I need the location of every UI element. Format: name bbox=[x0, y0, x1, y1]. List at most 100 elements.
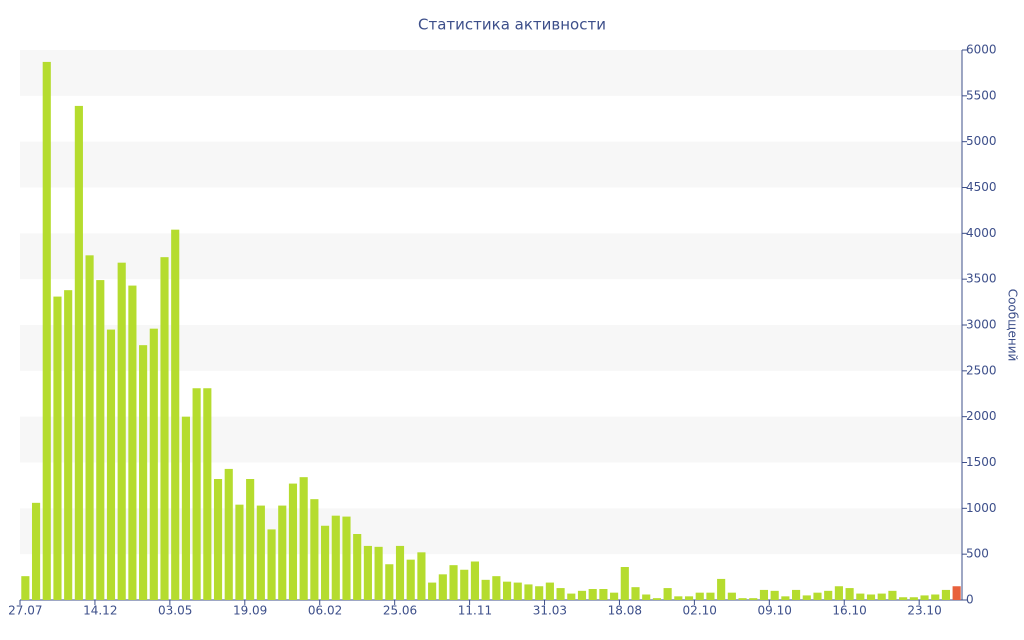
bar bbox=[278, 505, 287, 600]
bar bbox=[652, 598, 661, 600]
bar bbox=[759, 589, 769, 600]
bar bbox=[824, 590, 833, 600]
x-tick-label: 25.06 bbox=[383, 604, 417, 618]
bar bbox=[235, 504, 244, 600]
x-tick-label: 09.10 bbox=[757, 604, 791, 618]
y-tick-label: 4500 bbox=[966, 180, 997, 194]
x-tick-label: 31.03 bbox=[533, 604, 567, 618]
bar bbox=[460, 569, 469, 600]
bar bbox=[481, 579, 490, 600]
y-tick-label: 1000 bbox=[966, 501, 997, 515]
bar bbox=[845, 588, 854, 600]
bar bbox=[406, 559, 415, 600]
y-tick-label: 4000 bbox=[966, 226, 997, 240]
bar bbox=[449, 565, 458, 600]
bar bbox=[149, 328, 158, 600]
bar bbox=[577, 590, 587, 600]
bar bbox=[695, 592, 704, 600]
y-tick-label: 500 bbox=[966, 547, 989, 561]
bar bbox=[631, 587, 640, 600]
bar bbox=[877, 593, 886, 600]
bar bbox=[299, 477, 308, 600]
y-tick-label: 2000 bbox=[966, 409, 997, 423]
bar bbox=[952, 586, 961, 600]
bar bbox=[931, 594, 940, 600]
bar bbox=[395, 545, 405, 600]
chart-title: Статистика активности bbox=[418, 16, 606, 34]
bar bbox=[588, 589, 597, 600]
bar bbox=[899, 597, 908, 600]
bar bbox=[792, 589, 801, 600]
bar bbox=[834, 586, 843, 600]
bar bbox=[139, 345, 148, 600]
x-tick-label: 16.10 bbox=[832, 604, 866, 618]
bar bbox=[385, 564, 394, 600]
x-tick-label: 27.07 bbox=[8, 604, 42, 618]
y-tick-label: 2500 bbox=[966, 363, 997, 377]
bar bbox=[717, 578, 726, 600]
bar bbox=[492, 576, 501, 600]
bar bbox=[96, 280, 105, 600]
x-tick-label: 06.02 bbox=[308, 604, 342, 618]
bar bbox=[31, 502, 41, 600]
bar bbox=[610, 592, 619, 600]
bar bbox=[663, 588, 672, 600]
bar bbox=[567, 593, 576, 600]
grid-band bbox=[20, 50, 962, 96]
bar bbox=[428, 582, 437, 600]
bar bbox=[213, 479, 223, 600]
bar bbox=[42, 61, 51, 600]
bar bbox=[353, 534, 362, 600]
bar bbox=[64, 290, 73, 600]
y-tick-label: 0 bbox=[966, 593, 974, 607]
bar bbox=[545, 582, 554, 600]
bar bbox=[470, 561, 480, 600]
y-tick-label: 3500 bbox=[966, 272, 997, 286]
bar bbox=[909, 597, 918, 600]
bar bbox=[53, 296, 62, 600]
bar bbox=[288, 483, 298, 600]
bar bbox=[224, 468, 233, 600]
bar bbox=[321, 525, 330, 600]
bar bbox=[310, 499, 319, 600]
bar bbox=[738, 598, 747, 600]
x-tick-label: 14.12 bbox=[83, 604, 117, 618]
y-tick-label: 6000 bbox=[966, 43, 997, 57]
x-tick-label: 02.10 bbox=[683, 604, 717, 618]
bar bbox=[128, 285, 137, 600]
y-tick-label: 5500 bbox=[966, 88, 997, 102]
x-tick-label: 11.11 bbox=[458, 604, 492, 618]
bar bbox=[267, 529, 276, 600]
bar bbox=[920, 595, 929, 600]
bar bbox=[74, 105, 83, 601]
bar bbox=[770, 590, 779, 600]
bar bbox=[21, 576, 30, 600]
x-tick-label: 23.10 bbox=[907, 604, 941, 618]
bar bbox=[642, 594, 651, 600]
bar bbox=[727, 592, 736, 600]
bar bbox=[535, 586, 544, 600]
bar bbox=[171, 229, 180, 600]
bar bbox=[513, 582, 522, 600]
bar bbox=[160, 257, 169, 600]
bar bbox=[363, 545, 372, 600]
grid-band bbox=[20, 141, 962, 188]
x-tick-label: 18.08 bbox=[608, 604, 642, 618]
bar bbox=[706, 592, 715, 600]
bar bbox=[256, 505, 265, 600]
bar bbox=[342, 516, 351, 600]
bar bbox=[417, 552, 426, 600]
bar bbox=[749, 598, 758, 600]
bar bbox=[556, 588, 565, 600]
bar bbox=[331, 515, 340, 600]
x-tick-label: 19.09 bbox=[233, 604, 267, 618]
bar bbox=[203, 388, 212, 600]
bar bbox=[192, 388, 201, 600]
bar bbox=[941, 589, 951, 600]
x-tick-label: 03.05 bbox=[158, 604, 192, 618]
bar bbox=[374, 546, 383, 600]
bar bbox=[117, 262, 126, 600]
bar bbox=[802, 595, 811, 600]
bar bbox=[599, 589, 608, 600]
